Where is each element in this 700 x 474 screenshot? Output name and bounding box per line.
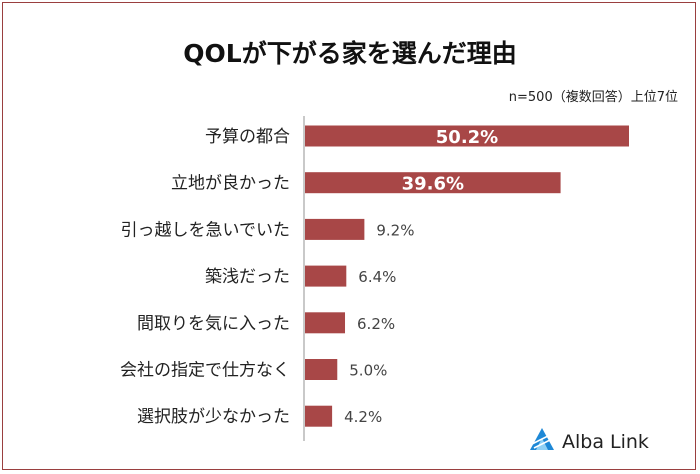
category-label-2: 立地が良かった [171,174,290,194]
value-label-3: 9.2% [376,221,414,239]
value-label-1: 50.2% [436,127,498,148]
bar-6 [305,359,338,380]
alba-link-logo-icon [530,428,555,450]
value-labels-group: 50.2% 39.6% 9.2% 6.4% 6.2% 5.0% 4.2% [344,127,498,426]
category-label-6: 会社の指定で仕方なく [120,361,290,381]
category-label-5: 間取りを気に入った [137,314,290,334]
brand-logo: Alba Link [530,428,649,453]
value-label-5: 6.2% [357,315,395,333]
value-label-4: 6.4% [358,268,396,286]
bar-7 [305,405,333,427]
value-label-2: 39.6% [402,174,464,195]
value-label-7: 4.2% [344,408,382,426]
bars-group [305,125,629,427]
bar-3 [305,218,365,240]
value-label-6: 5.0% [349,362,387,380]
bar-4 [305,265,347,287]
category-label-1: 予算の都合 [205,127,290,147]
category-label-7: 選択肢が少なかった [137,407,290,427]
sample-note: n=500（複数回答）上位7位 [509,89,678,105]
bar-2 [305,172,561,194]
bar-1 [305,125,629,147]
category-label-4: 築浅だった [205,267,290,287]
bar-5 [305,312,346,334]
brand-name: Alba Link [562,431,649,453]
category-label-3: 引っ越しを急いでいた [121,220,291,240]
chart-title: QOLが下がる家を選んだ理由 [183,39,516,68]
category-labels-group: 予算の都合立地が良かった引っ越しを急いでいた築浅だった間取りを気に入った会社の指… [120,127,290,427]
